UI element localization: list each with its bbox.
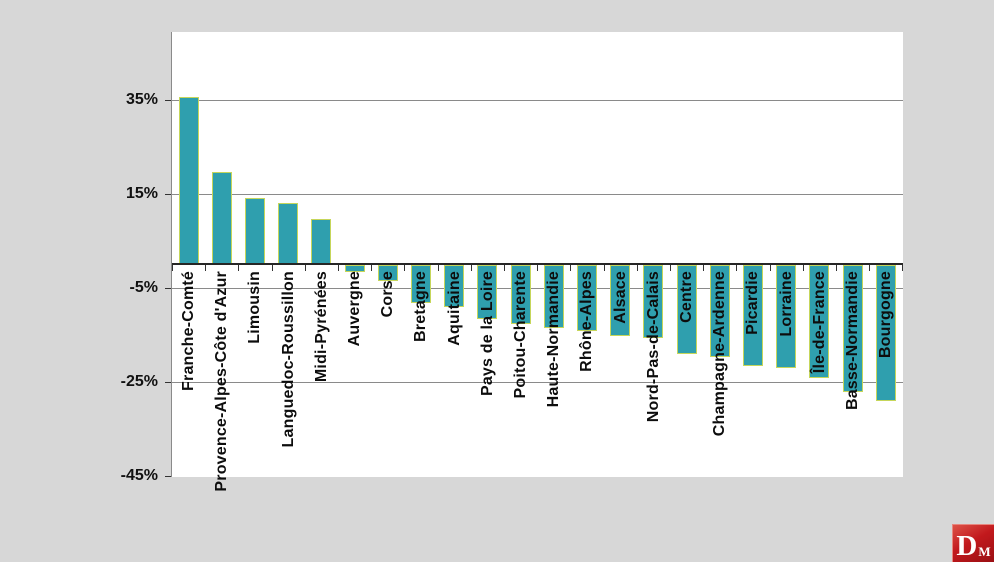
bar: [610, 265, 631, 336]
x-axis-label: Aquitaine: [445, 271, 463, 346]
y-axis-label: -25%: [120, 372, 158, 390]
y-tick-35: [165, 99, 171, 101]
bar: [278, 202, 299, 264]
x-boundary-tick: [437, 265, 439, 271]
x-axis-label: Franche-Comté: [180, 271, 197, 391]
x-axis-label: Nord-Pas-de-Calais: [644, 271, 662, 423]
y-axis-label: -45%: [120, 466, 158, 484]
x-boundary-tick: [371, 265, 373, 271]
logo-letter-d: D: [956, 530, 978, 562]
x-boundary-tick: [271, 265, 273, 271]
bar: [643, 265, 664, 338]
x-boundary-tick: [238, 265, 240, 271]
bar: [244, 198, 265, 264]
x-boundary-tick: [404, 265, 406, 271]
bar: [809, 265, 830, 378]
x-axis-label: Rhône-Alpes: [578, 271, 596, 372]
x-axis-label: Centre: [678, 271, 695, 323]
x-boundary-tick: [537, 265, 539, 271]
bar: [211, 172, 232, 264]
x-axis-label: Midi-Pyrénées: [312, 271, 330, 383]
zero-axis-line: [171, 263, 903, 265]
y-tick--25: [165, 381, 171, 383]
x-boundary-tick: [570, 265, 572, 271]
gridline--5: [171, 287, 903, 289]
bar: [477, 265, 498, 320]
x-axis-label: Picardie: [744, 271, 762, 335]
x-boundary-tick: [669, 265, 671, 271]
y-axis-label: -5%: [129, 278, 158, 296]
x-axis-label: Languedoc-Roussillon: [279, 271, 297, 448]
x-boundary-tick: [902, 265, 904, 271]
y-tick--45: [165, 475, 171, 477]
x-axis-label: Champagne-Ardenne: [711, 271, 729, 437]
bar: [742, 265, 763, 367]
x-boundary-tick: [603, 265, 605, 271]
x-axis-label: Poitou-Charente: [512, 271, 529, 399]
x-boundary-tick: [835, 265, 837, 271]
y-axis-label: 35%: [125, 90, 158, 108]
x-boundary-tick: [636, 265, 638, 271]
bar: [178, 97, 199, 264]
y-axis-label: 15%: [125, 184, 158, 202]
x-axis-label: Île-de-France: [810, 271, 828, 374]
x-axis-label: Bourgogne: [877, 271, 895, 359]
x-boundary-tick: [802, 265, 804, 271]
x-axis-label: Corse: [379, 271, 397, 318]
bar: [709, 265, 730, 357]
x-boundary-tick: [503, 265, 505, 271]
bar: [410, 265, 431, 303]
x-boundary-tick: [171, 265, 173, 271]
bar: [676, 265, 697, 355]
bar: [344, 265, 365, 273]
bar: [875, 265, 896, 402]
x-boundary-tick: [337, 265, 339, 271]
bar: [311, 219, 332, 264]
x-axis-label: Lorraine: [777, 271, 795, 337]
y-tick--5: [165, 287, 171, 289]
x-axis-label: Limousin: [246, 271, 264, 344]
bar: [543, 265, 564, 329]
x-axis-label: Provence-Alpes-Côte d'Azur: [213, 271, 231, 492]
bar: [444, 265, 465, 308]
bar: [510, 265, 531, 324]
y-tick-15: [165, 193, 171, 195]
x-axis-label: Basse-Normandie: [844, 271, 861, 411]
bar: [377, 265, 398, 282]
x-boundary-tick: [736, 265, 738, 271]
gridline--25: [171, 381, 903, 383]
x-boundary-tick: [470, 265, 472, 271]
bar: [842, 265, 863, 392]
logo-letter-m: M: [978, 544, 991, 559]
gridline-35: [171, 99, 903, 101]
bar: [776, 265, 797, 369]
y-axis-line: [171, 32, 172, 477]
x-boundary-tick: [205, 265, 207, 271]
x-boundary-tick: [869, 265, 871, 271]
x-boundary-tick: [703, 265, 705, 271]
x-boundary-tick: [304, 265, 306, 271]
x-axis-label: Haute-Normandie: [545, 271, 563, 408]
x-boundary-tick: [769, 265, 771, 271]
x-axis-label: Pays de la Loire: [478, 271, 496, 397]
x-axis-label: Auvergne: [346, 271, 363, 347]
bar: [576, 265, 597, 331]
x-axis-label: Alsace: [611, 271, 629, 324]
gridline-15: [171, 193, 903, 195]
x-axis-label: Bretagne: [412, 271, 430, 342]
